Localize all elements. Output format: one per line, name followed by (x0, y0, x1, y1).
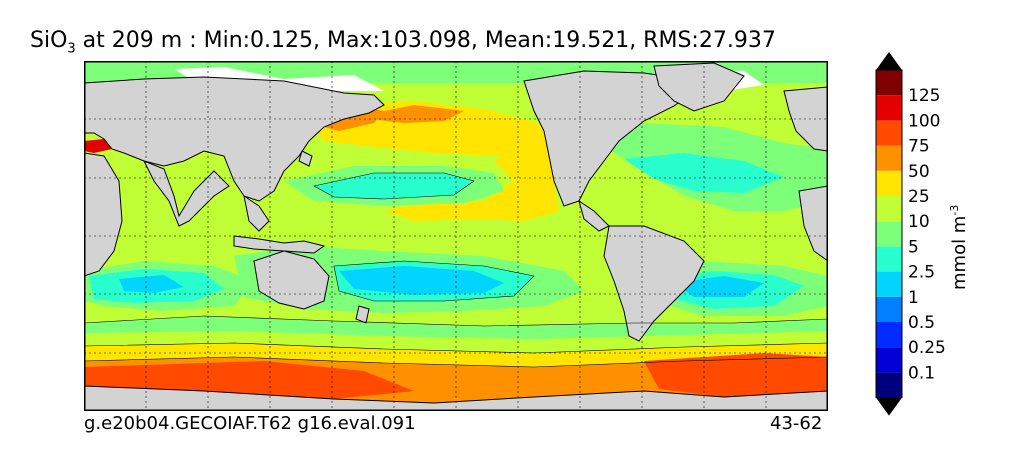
colorbar-tick-label: 0.5 (908, 313, 935, 333)
colorbar-tick-label: 10 (908, 212, 930, 232)
colorbar-segment (876, 372, 902, 398)
colorbar: 0.1 0.25 0.5 1 2.5 5 10 25 50 75 100 125 (875, 52, 946, 416)
colorbar-tick-label: 2.5 (908, 263, 935, 283)
colorbar-segment (876, 70, 902, 96)
colorbar-tick-label: 5 (908, 237, 919, 257)
colorbar-under-arrow (876, 397, 902, 416)
colorbar-tick-label: 75 (908, 137, 930, 157)
ocean-silicate-map (84, 61, 828, 411)
colorbar-tick-label: 50 (908, 162, 930, 182)
colorbar-segment (876, 145, 902, 171)
colorbar-segment (876, 322, 902, 348)
colorbar-segment (876, 196, 902, 222)
colorbar-frame (875, 69, 903, 399)
colorbar-tick-label: 100 (908, 111, 940, 131)
colorbar-segment (876, 95, 902, 121)
colorbar-tick-label: 0.1 (908, 363, 935, 383)
plot-title: SiO3 at 209 m : Min:0.125, Max:103.098, … (30, 28, 776, 57)
colorbar-segment (876, 271, 902, 297)
colorbar-segment (876, 221, 902, 247)
colorbar-segment (876, 170, 902, 196)
colorbar-tick-label: 125 (908, 86, 940, 106)
colorbar-units-label: mmol m-3 (948, 204, 970, 290)
run-id-label: g.e20b04.GECOIAF.T62 g16.eval.091 (84, 413, 416, 434)
colorbar-segment (876, 120, 902, 146)
colorbar-over-arrow (876, 52, 902, 70)
colorbar-segment (876, 347, 902, 373)
colorbar-tick-label: 25 (908, 187, 930, 207)
colorbar-tick-label: 0.25 (908, 338, 946, 358)
colorbar-segment (876, 296, 902, 322)
year-range-label: 43-62 (770, 413, 823, 434)
colorbar-segment (876, 246, 902, 272)
colorbar-tick-label: 1 (908, 288, 919, 308)
